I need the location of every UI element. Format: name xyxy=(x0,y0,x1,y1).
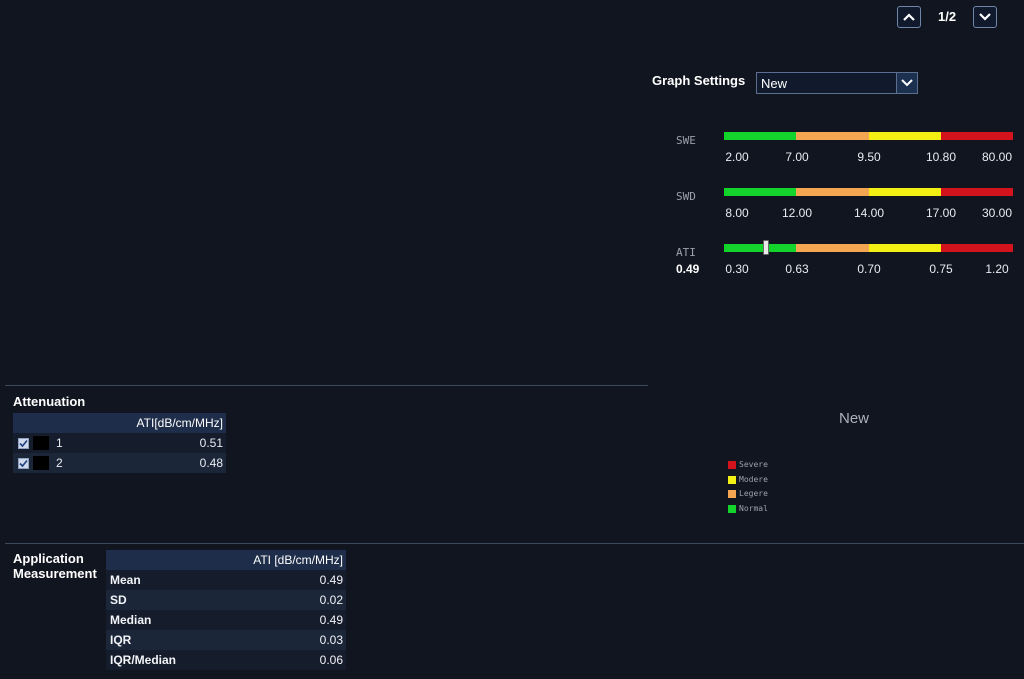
table-header: ATI [dB/cm/MHz] xyxy=(106,550,346,570)
stat-value: 0.02 xyxy=(216,590,346,610)
scale-name-swe: SWE xyxy=(676,134,696,147)
page-indicator: 1/2 xyxy=(938,9,957,24)
scale-name-swd: SWD xyxy=(676,190,696,203)
color-swatch xyxy=(33,456,49,471)
stat-label: Median xyxy=(106,610,216,630)
table-row[interactable]: 1 0.51 xyxy=(13,433,226,453)
legend-swatch xyxy=(728,460,736,469)
legend-label: Modere xyxy=(739,475,768,484)
stat-value: 0.03 xyxy=(216,630,346,650)
divider xyxy=(5,385,648,386)
scale-tick: 0.70 xyxy=(857,262,881,276)
scale-tick: 10.80 xyxy=(925,150,957,164)
legend-item-severe: Severe xyxy=(728,460,768,469)
attenuation-title: Attenuation xyxy=(13,394,86,409)
check-icon xyxy=(18,440,28,448)
chevron-down-icon xyxy=(979,13,991,21)
attenuation-table: ATI[dB/cm/MHz] 1 0.51 2 0.48 xyxy=(13,413,226,473)
legend-swatch xyxy=(728,475,736,484)
table-row: Mean 0.49 xyxy=(106,570,346,590)
application-measurement-table: ATI [dB/cm/MHz] Mean 0.49 SD 0.02 Median… xyxy=(106,550,346,670)
dropdown-button[interactable] xyxy=(896,73,917,93)
color-swatch xyxy=(33,436,49,451)
divider xyxy=(5,543,1024,544)
table-row: SD 0.02 xyxy=(106,590,346,610)
legend-label: Normal xyxy=(739,504,768,513)
ati-current-value: 0.49 xyxy=(676,262,700,276)
scale-tick: 14.00 xyxy=(853,206,885,220)
legend-swatch xyxy=(728,489,736,498)
table-row: IQR/Median 0.06 xyxy=(106,650,346,670)
scale-tick: 0.75 xyxy=(929,262,953,276)
scale-tick: 12.00 xyxy=(781,206,813,220)
table-row: Median 0.49 xyxy=(106,610,346,630)
row-checkbox[interactable] xyxy=(17,458,29,470)
application-measurement-title: Application Measurement xyxy=(13,551,97,581)
scale-name-ati: ATI xyxy=(676,246,696,259)
chevron-up-icon xyxy=(903,13,915,21)
legend-item-normal: Normal xyxy=(728,504,768,513)
stat-value: 0.49 xyxy=(216,610,346,630)
stat-label: IQR/Median xyxy=(106,650,216,670)
table-header: ATI[dB/cm/MHz] xyxy=(13,413,226,433)
scale-bar-ati xyxy=(724,244,1013,252)
check-icon xyxy=(18,460,28,468)
scale-tick: 9.50 xyxy=(857,150,881,164)
scale-tick: 30.00 xyxy=(981,206,1013,220)
graph-settings-label: Graph Settings xyxy=(652,73,746,88)
legend-swatch xyxy=(728,504,736,513)
stat-label: SD xyxy=(106,590,216,610)
scale-tick: 2.00 xyxy=(725,150,749,164)
scale-tick: 0.63 xyxy=(785,262,809,276)
scale-tick: 80.00 xyxy=(981,150,1013,164)
graph-settings-value: New xyxy=(761,76,788,91)
row-checkbox[interactable] xyxy=(17,438,29,450)
stat-value: 0.49 xyxy=(216,570,346,590)
row-index: 2 xyxy=(52,453,83,473)
legend-item-modere: Modere xyxy=(728,475,768,484)
chevron-down-icon xyxy=(901,79,913,87)
scale-tick: 17.00 xyxy=(925,206,957,220)
legend-label: Severe xyxy=(739,460,768,469)
legend-label: Legere xyxy=(739,489,768,498)
scale-tick: 0.30 xyxy=(725,262,749,276)
scale-bar-swe xyxy=(724,132,1013,140)
table-row[interactable]: 2 0.48 xyxy=(13,453,226,473)
graph-name-label: New xyxy=(839,410,870,427)
scale-bar-swd xyxy=(724,188,1013,196)
stat-label: IQR xyxy=(106,630,216,650)
scale-tick: 7.00 xyxy=(785,150,809,164)
legend-item-legere: Legere xyxy=(728,489,768,498)
page-down-button[interactable] xyxy=(973,6,997,28)
row-value: 0.48 xyxy=(83,453,226,473)
column-header: ATI[dB/cm/MHz] xyxy=(83,413,226,433)
graph-settings-select[interactable]: New xyxy=(756,72,918,94)
stat-label: Mean xyxy=(106,570,216,590)
ati-marker xyxy=(762,240,769,255)
column-header: ATI [dB/cm/MHz] xyxy=(216,550,346,570)
table-row: IQR 0.03 xyxy=(106,630,346,650)
row-index: 1 xyxy=(52,433,83,453)
page-up-button[interactable] xyxy=(897,6,921,28)
scale-tick: 1.20 xyxy=(985,262,1009,276)
scale-tick: 8.00 xyxy=(725,206,749,220)
row-value: 0.51 xyxy=(83,433,226,453)
stat-value: 0.06 xyxy=(216,650,346,670)
